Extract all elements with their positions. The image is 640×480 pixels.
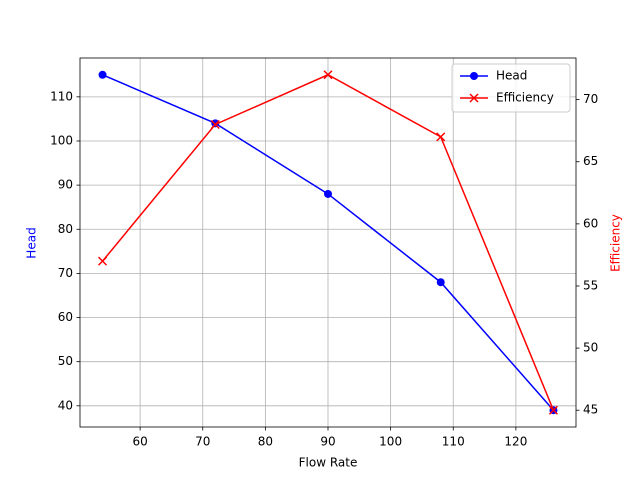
legend-label: Head: [496, 69, 527, 83]
x-axis-label: Flow Rate: [299, 456, 358, 470]
y2-tick-label: 45: [583, 403, 598, 417]
y-tick-label: 40: [58, 398, 73, 412]
x-tick-label: 90: [320, 435, 335, 449]
y-tick-label: 80: [58, 222, 73, 236]
y-tick-label: 70: [58, 266, 73, 280]
data-point: [98, 70, 107, 79]
x-tick-label: 110: [442, 435, 465, 449]
x-tick-label: 120: [504, 435, 527, 449]
data-point: [210, 119, 220, 130]
legend-marker: [469, 93, 479, 103]
y2-tick-label: 60: [583, 216, 598, 230]
y2-tick-label: 55: [583, 278, 598, 292]
y-tick-label: 110: [50, 89, 73, 103]
data-point: [324, 189, 332, 198]
y2-tick-label: 65: [583, 154, 598, 168]
data-point: [548, 405, 558, 415]
x-tick-label: 60: [132, 435, 147, 449]
y-axis-label: Head: [25, 227, 39, 258]
legend-label: Efficiency: [496, 91, 554, 105]
y-tick-label: 50: [58, 354, 73, 368]
x-tick-label: 100: [379, 435, 402, 449]
data-point: [436, 132, 446, 142]
y-tick-label: 90: [58, 178, 73, 192]
y2-tick-label: 70: [583, 92, 598, 106]
y-tick-label: 100: [50, 133, 73, 147]
data-point: [98, 256, 108, 266]
x-tick-label: 70: [195, 435, 210, 449]
y2-tick-label: 50: [583, 341, 598, 355]
plot-frame: [79, 57, 577, 428]
legend-marker: [470, 72, 478, 80]
data-point: [211, 119, 220, 128]
data-point: [436, 278, 445, 287]
x-tick-label: 80: [258, 435, 273, 449]
y2-axis-label: Efficiency: [609, 214, 623, 272]
data-point: [323, 70, 333, 80]
y-tick-label: 60: [58, 310, 73, 324]
